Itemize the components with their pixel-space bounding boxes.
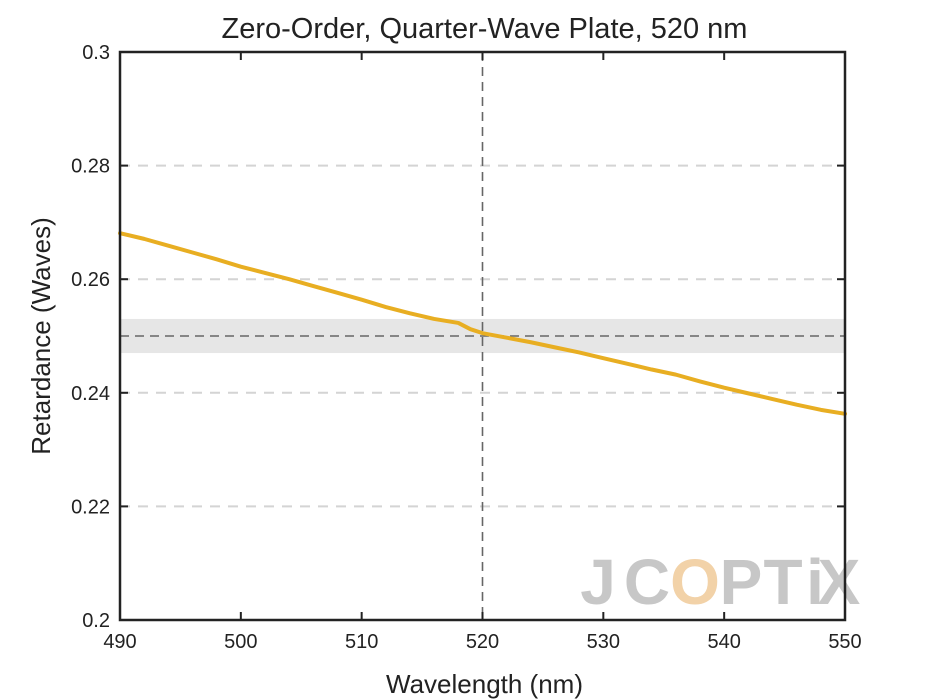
- watermark-letter: C: [624, 546, 670, 618]
- x-tick-label: 510: [345, 631, 378, 653]
- watermark-letter: i: [806, 546, 824, 618]
- watermark-letter: P: [720, 546, 763, 618]
- y-tick-label: 0.3: [82, 42, 110, 64]
- y-axis-label: Retardance (Waves): [26, 217, 56, 454]
- x-tick-label: 530: [587, 631, 620, 653]
- watermark-letter: O: [670, 546, 720, 618]
- watermark-letter: X: [818, 546, 861, 618]
- y-tick-label: 0.2: [82, 610, 110, 632]
- x-axis-label: Wavelength (nm): [386, 669, 583, 699]
- x-tick-label: 540: [707, 631, 740, 653]
- x-tick-label: 500: [224, 631, 257, 653]
- x-tick-label: 550: [828, 631, 861, 653]
- axis-ticks: 0.2 0.22 0.24 0.26 0.28 0.3 490 500 510 520 530 540…: [71, 42, 862, 653]
- y-tick-label: 0.26: [71, 269, 110, 291]
- y-tick-label: 0.28: [71, 156, 110, 178]
- x-tick-label: 520: [466, 631, 499, 653]
- retardance-series-line: [118, 231, 847, 416]
- x-tick-label: 490: [103, 631, 136, 653]
- y-tick-label: 0.22: [71, 496, 110, 518]
- watermark-letter: T: [763, 546, 802, 618]
- chart-title: Zero-Order, Quarter-Wave Plate, 520 nm: [222, 13, 748, 45]
- watermark-letter: J: [580, 546, 616, 618]
- y-tick-label: 0.24: [71, 383, 110, 405]
